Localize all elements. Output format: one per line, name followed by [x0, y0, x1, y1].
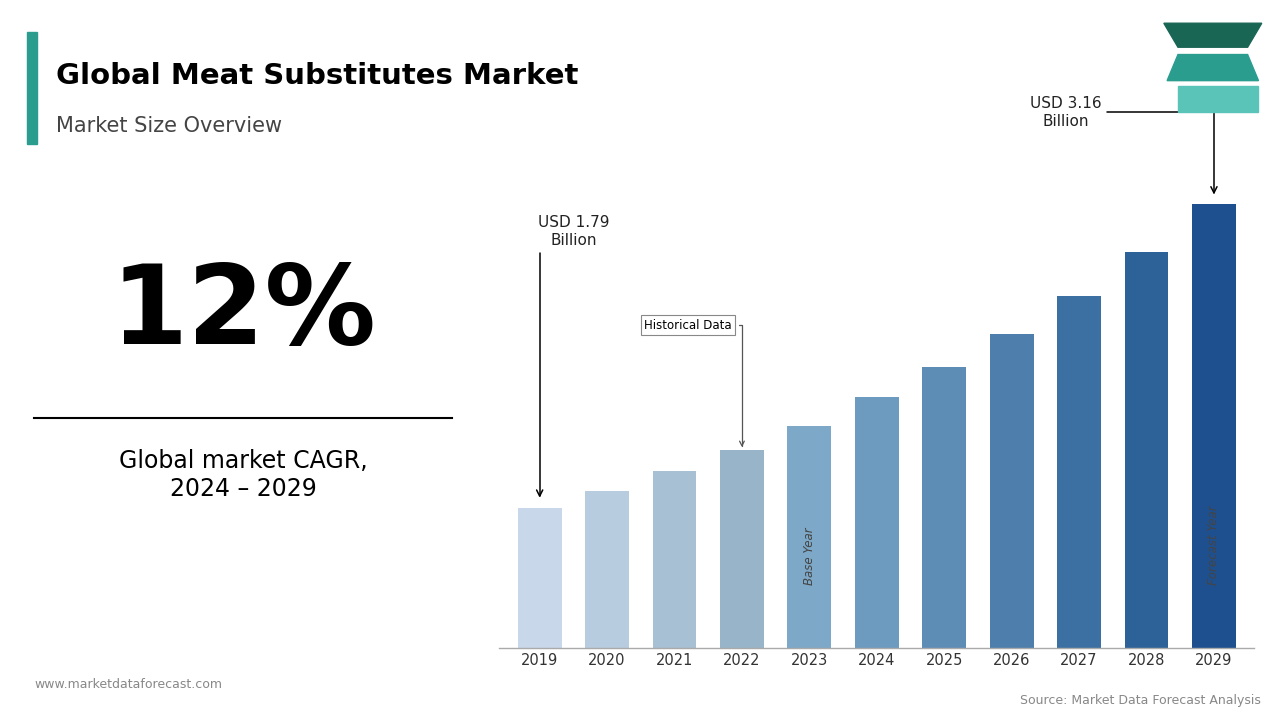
Text: Forecast Year: Forecast Year: [1207, 505, 1220, 585]
Text: Global Meat Substitutes Market: Global Meat Substitutes Market: [56, 62, 579, 89]
Bar: [517, 508, 562, 648]
Bar: [1192, 204, 1236, 648]
Bar: [923, 367, 966, 648]
Text: USD 1.79
Billion: USD 1.79 Billion: [536, 215, 609, 496]
Bar: [27, 32, 37, 144]
Text: 12%: 12%: [110, 260, 376, 366]
Text: Global market CAGR,
2024 – 2029: Global market CAGR, 2024 – 2029: [119, 449, 367, 501]
Bar: [1125, 252, 1169, 648]
Text: Historical Data: Historical Data: [644, 318, 744, 446]
Polygon shape: [1178, 86, 1258, 112]
Text: USD 3.16
Billion: USD 3.16 Billion: [1030, 96, 1217, 193]
Polygon shape: [1167, 55, 1258, 81]
Bar: [787, 426, 831, 648]
Text: Base Year: Base Year: [803, 527, 815, 585]
Bar: [721, 450, 764, 648]
Bar: [653, 471, 696, 648]
Text: Market Size Overview: Market Size Overview: [56, 116, 282, 136]
Bar: [1057, 296, 1101, 648]
Bar: [855, 397, 899, 648]
Bar: [989, 333, 1033, 648]
Polygon shape: [1164, 23, 1262, 48]
Text: www.marketdataforecast.com: www.marketdataforecast.com: [35, 678, 221, 691]
Bar: [585, 491, 628, 648]
Text: Source: Market Data Forecast Analysis: Source: Market Data Forecast Analysis: [1020, 694, 1261, 707]
